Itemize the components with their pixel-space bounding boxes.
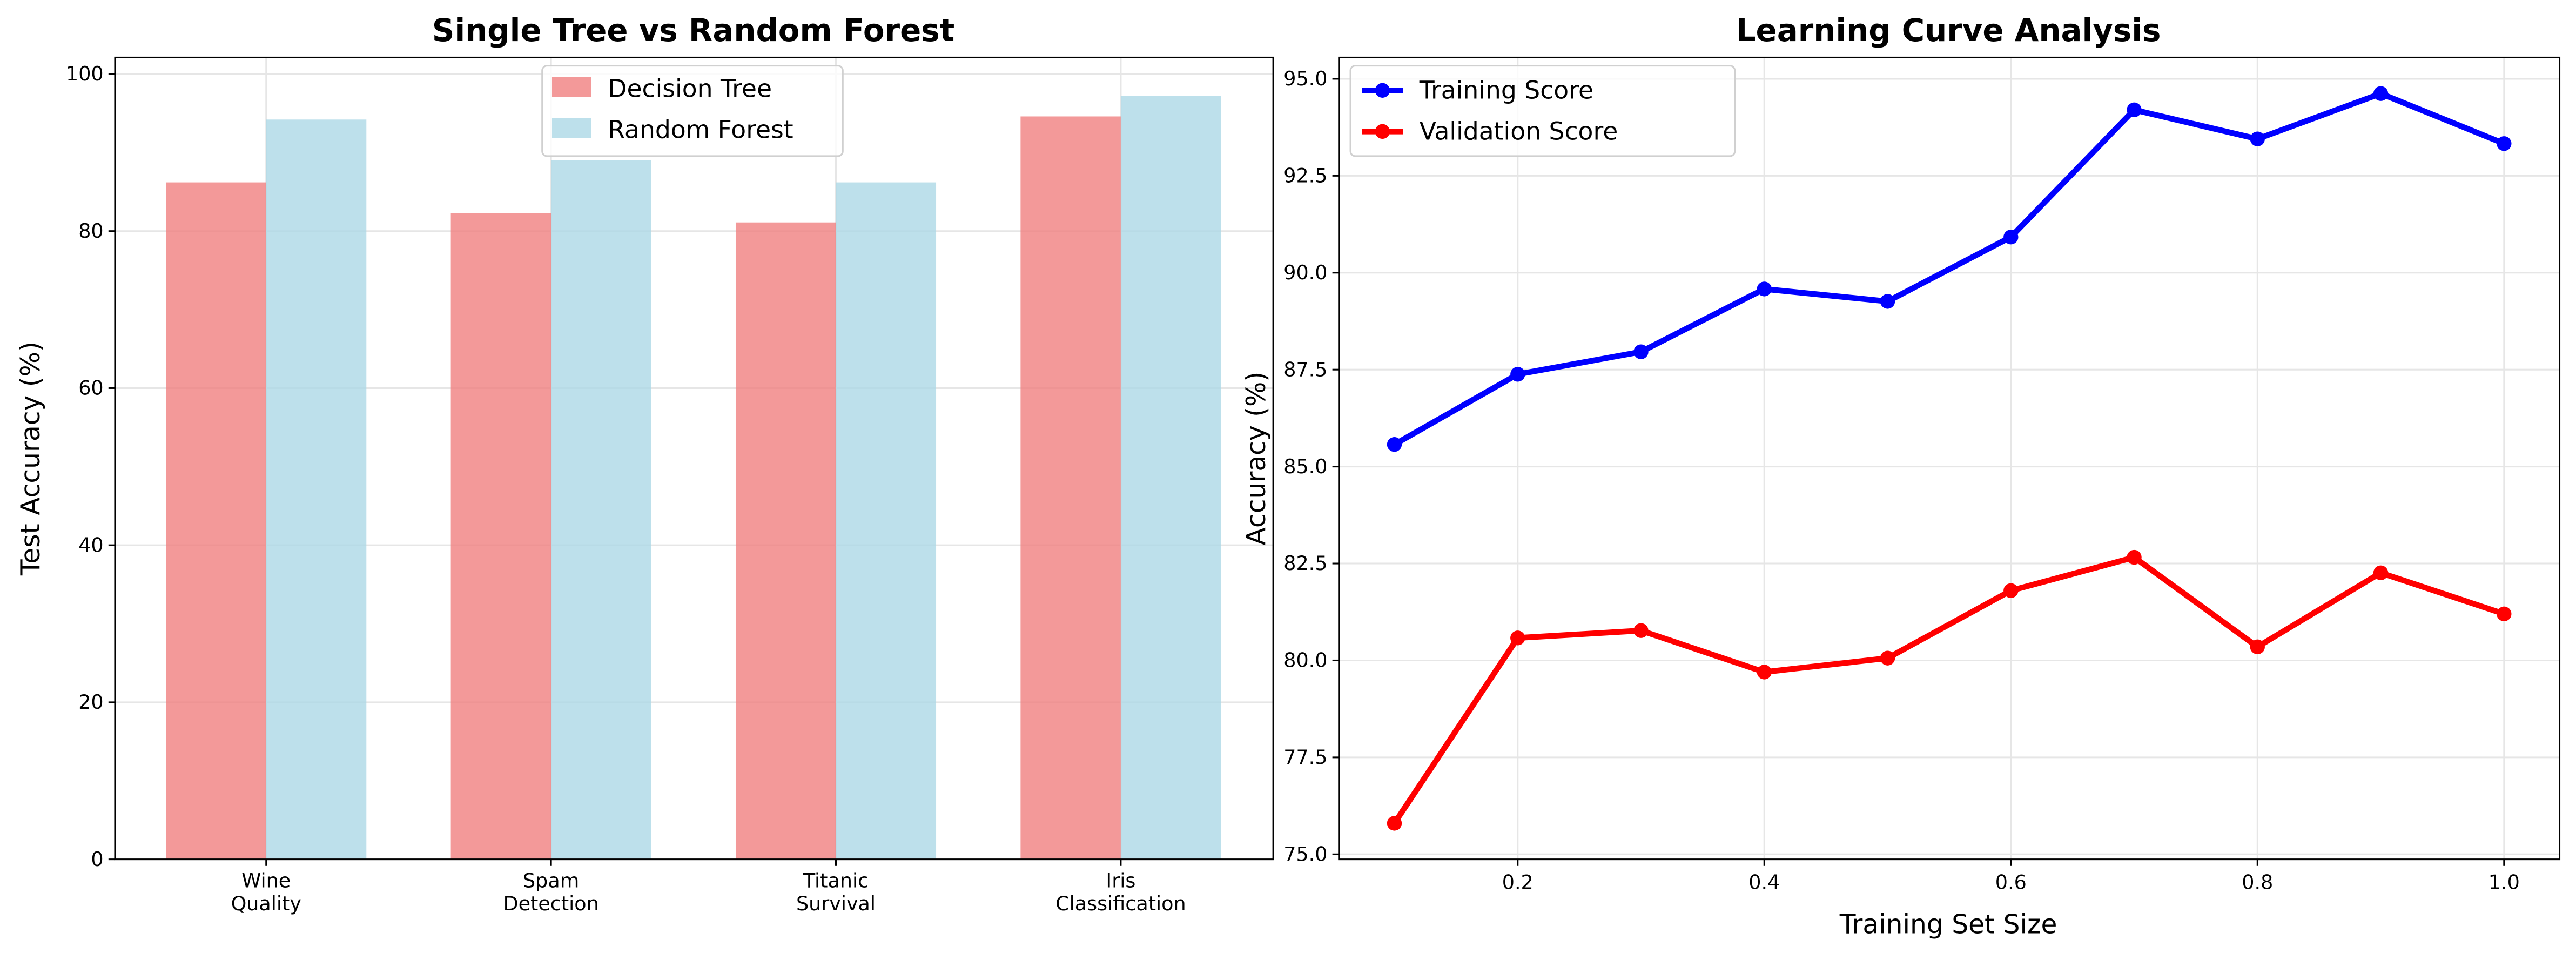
y-tick-label: 100 [66,62,104,85]
legend-marker [1375,124,1390,139]
bar-decision-tree [735,222,836,860]
x-tick-label: 1.0 [2488,870,2520,894]
legend: Decision Tree Random Forest [541,65,844,157]
point-training-score [1757,281,1772,297]
x-tick-label: 0.8 [2242,870,2273,894]
legend-label: Training Score [1419,76,1593,104]
point-validation-score [1880,650,1895,666]
y-tick-label: 60 [78,377,103,400]
bar-random-forest [836,182,937,860]
bar-random-forest [551,160,651,860]
y-tick-label: 90.0 [1283,261,1327,284]
x-tick-label: 0.6 [1995,870,2027,894]
point-training-score [1387,437,1402,452]
point-validation-score [2373,565,2389,580]
point-validation-score [2250,639,2265,655]
y-tick-label: 80 [78,219,103,243]
bar-decision-tree [166,182,266,860]
bar-decision-tree [450,213,551,860]
line-validation-score [1392,554,2505,825]
point-validation-score [1633,623,1649,638]
point-training-score [1510,367,1525,382]
plot-frame [1338,56,2561,861]
x-tick-label: Spam [523,869,579,892]
x-tick-label: Survival [796,892,876,915]
x-tick-label: Wine [241,869,291,892]
y-tick-label: 92.5 [1283,164,1327,187]
plot-frame [114,56,1274,861]
bar-chart-title: Single Tree vs Random Forest [432,12,955,49]
legend-label: Validation Score [1420,117,1618,146]
line-chart-panel: Learning Curve Analysis Accuracy (%) Tra… [1241,12,2561,940]
x-tick-label: Classification [1055,892,1186,915]
legend-label: Decision Tree [608,74,772,103]
point-validation-score [2127,549,2142,565]
point-training-score [2127,102,2142,118]
legend-box [1349,65,1736,157]
y-tick-label: 85.0 [1283,455,1327,478]
legend-marker [1375,83,1390,98]
y-tick-label: 82.5 [1283,552,1327,575]
y-tick-label: 0 [91,848,103,871]
y-tick-label: 20 [78,690,103,714]
x-tick-label: Quality [231,892,301,915]
point-validation-score [1510,630,1525,646]
legend: Training Score Validation Score [1349,65,1736,157]
bar-chart-ylabel: Test Accuracy (%) [16,341,46,576]
line-chart-xlabel: Training Set Size [1839,910,2057,940]
x-tick-label: 0.2 [1502,870,1534,894]
x-tick-label: Detection [503,892,599,915]
line-chart-ylabel: Accuracy (%) [1241,372,1272,546]
x-tick-label: 0.4 [1748,870,1780,894]
y-tick-label: 75.0 [1283,842,1327,865]
legend-swatch [551,118,591,138]
y-tick-label: 77.5 [1283,746,1327,769]
bar-random-forest [1120,96,1221,860]
x-tick-label: Titanic [803,869,869,892]
point-validation-score [1387,816,1402,831]
line-chart-title: Learning Curve Analysis [1736,12,2161,49]
point-training-score [2373,86,2389,101]
point-training-score [2250,131,2265,146]
legend-box [541,65,844,157]
point-validation-score [1757,665,1772,680]
y-tick-label: 87.5 [1283,358,1327,381]
point-training-score [1880,294,1895,309]
bar-chart-panel: Single Tree vs Random Forest Test Accura… [16,12,1274,915]
y-tick-label: 40 [78,533,103,556]
point-validation-score [2497,606,2512,622]
point-validation-score [2003,583,2019,598]
legend-label: Random Forest [608,115,793,144]
y-tick-label: 95.0 [1283,67,1327,90]
x-tick-label: Iris [1106,869,1135,892]
bar-decision-tree [1020,116,1121,860]
bar-random-forest [266,119,367,860]
point-training-score [2497,136,2512,151]
line-training-score [1393,90,2505,447]
y-tick-label: 80.0 [1283,649,1327,672]
point-training-score [1633,344,1649,359]
legend-swatch [551,77,591,97]
point-training-score [2003,230,2019,245]
